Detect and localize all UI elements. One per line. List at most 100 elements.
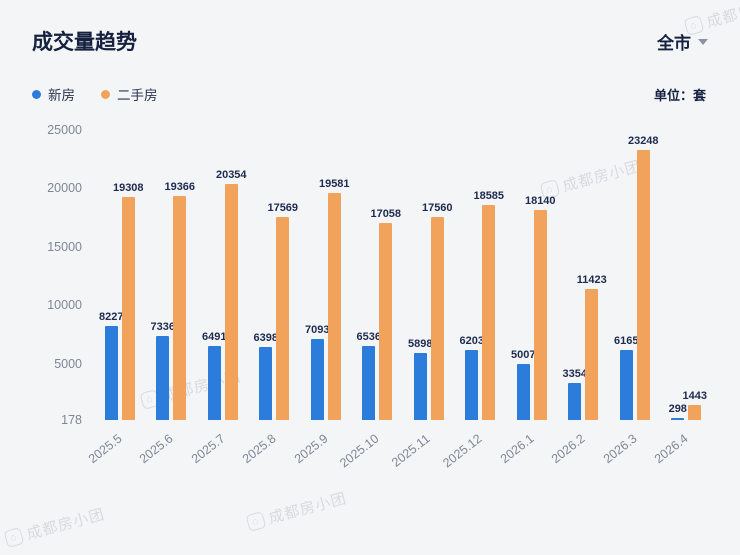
bar-value-label: 11423	[576, 273, 607, 286]
bar-value-label: 5898	[408, 338, 433, 351]
bar-value-label: 1443	[682, 390, 707, 403]
bar-value-label: 8227	[99, 310, 124, 323]
bar-resale-homes[interactable]: 17569	[267, 202, 298, 420]
bar-resale-homes[interactable]: 11423	[577, 274, 607, 420]
watermark: ⌂ 成都房小团	[245, 487, 349, 534]
bar-resale-homes[interactable]: 19308	[113, 182, 144, 420]
bar-new-homes[interactable]: 6165	[614, 335, 638, 420]
bar-new-homes[interactable]: 6491	[202, 331, 226, 420]
bar-new-homes[interactable]: 7336	[151, 321, 175, 420]
x-axis-tick: 2025.12	[440, 420, 507, 478]
chevron-down-icon	[698, 39, 708, 45]
legend-item-new-homes[interactable]: 新房	[32, 84, 75, 104]
watermark: ⌂ 成都房小团	[3, 503, 107, 550]
y-axis-label: 178	[61, 413, 82, 427]
y-axis-label: 10000	[47, 298, 82, 313]
x-axis-tick: 2025.10	[337, 420, 404, 478]
bar-new-homes[interactable]: 7093	[305, 324, 329, 420]
y-axis: 178 5000 10000 15000 20000 25000	[47, 123, 712, 427]
x-axis-tick: 2025.9	[291, 420, 352, 478]
bar-value-label: 5007	[511, 348, 536, 361]
bar-value-label: 7093	[305, 324, 330, 337]
bar-group: 6203 18585	[455, 130, 507, 420]
bar-group: 7093 19581	[300, 130, 352, 420]
page-title: 成交量趋势	[32, 31, 137, 54]
bar-new-homes[interactable]: 3354	[563, 368, 587, 420]
bar-value-label: 19308	[112, 181, 144, 194]
x-axis-tick: 2026.1	[497, 420, 558, 478]
x-axis-tick: 2025.7	[188, 420, 249, 478]
bar-value-label: 6536	[356, 330, 381, 343]
watermark-logo-icon: ⌂	[3, 527, 25, 548]
bar-new-homes[interactable]: 298	[669, 403, 687, 420]
x-axis-tick: 2026.3	[600, 420, 661, 478]
bar-value-label: 18140	[524, 195, 556, 208]
bar-value-label: 6491	[202, 331, 227, 344]
bar-resale-homes[interactable]: 23248	[628, 135, 659, 420]
bar-new-homes[interactable]: 6203	[460, 335, 484, 420]
bar-value-label: 17560	[421, 201, 453, 214]
y-axis-label: 5000	[54, 356, 82, 371]
bar-value-label: 19366	[164, 180, 196, 193]
watermark-text: 成都房小团	[267, 490, 349, 528]
legend-marker	[32, 89, 41, 99]
bar-value-label: 298	[668, 402, 687, 415]
watermark-logo-icon: ⌂	[245, 511, 267, 532]
bar-new-homes[interactable]: 6398	[254, 332, 278, 420]
plot-area: 178 5000 10000 15000 20000 25000 8227 19308 733…	[47, 123, 712, 427]
chart-header: 成交量趋势 全市	[0, 0, 740, 56]
bar-group: 298 1443	[661, 130, 713, 420]
legend-item-resale-homes[interactable]: 二手房	[101, 84, 158, 104]
legend-label: 新房	[48, 88, 75, 103]
bar-new-homes[interactable]: 5898	[408, 338, 432, 420]
bar-value-label: 7336	[150, 321, 175, 334]
bar-new-homes[interactable]: 6536	[357, 331, 381, 420]
bar-value-label: 18585	[473, 189, 505, 202]
bar-group: 7336 19366	[146, 130, 198, 420]
bar-group: 5007 18140	[506, 130, 558, 420]
bar-group: 6165 23248	[609, 130, 661, 420]
bar-resale-homes[interactable]: 1443	[683, 390, 707, 420]
x-axis-tick: 2025.8	[240, 420, 301, 478]
bar-resale-homes[interactable]: 19581	[319, 178, 350, 420]
watermark-text: 成都房小团	[25, 506, 107, 544]
bar-group: 6536 17058	[352, 130, 404, 420]
y-axis-label: 25000	[47, 123, 82, 137]
x-axis-label: 2025.5	[85, 431, 125, 467]
bar-new-homes[interactable]: 5007	[511, 349, 535, 420]
bar-value-label: 17058	[370, 207, 402, 220]
bar-group: 6398 17569	[249, 130, 301, 420]
x-axis-tick: 2025.11	[390, 420, 455, 478]
bar-resale-homes[interactable]: 20354	[216, 169, 247, 420]
y-axis-label: 20000	[47, 181, 82, 196]
bar-resale-homes[interactable]: 19366	[164, 181, 195, 420]
bar-resale-homes[interactable]: 17560	[422, 202, 453, 420]
bar-group: 6491 20354	[197, 130, 249, 420]
bar-resale-homes[interactable]: 18585	[473, 190, 504, 420]
bar-resale-homes[interactable]: 18140	[525, 195, 556, 420]
bar-group: 5898 17560	[403, 130, 455, 420]
bar-group: 3354 11423	[558, 130, 610, 420]
x-axis-tick: 2025.6	[137, 420, 198, 478]
y-axis-label: 15000	[47, 239, 82, 254]
city-scope-dropdown[interactable]: 全市	[657, 29, 708, 54]
bar-new-homes[interactable]: 8227	[99, 311, 123, 420]
bar-group: 8227 19308	[94, 130, 146, 420]
bar-value-label: 19581	[318, 178, 350, 191]
bar-value-label: 20354	[215, 169, 247, 182]
bar-value-label: 3354	[562, 367, 587, 380]
bar-groups: 8227 19308 7336 19366 6491 20354 6398 17569 7093…	[94, 130, 712, 420]
bar-resale-homes[interactable]: 17058	[370, 208, 401, 420]
x-axis-tick: 2026.4	[652, 420, 713, 478]
legend: 新房 二手房	[32, 84, 158, 104]
bar-value-label: 6165	[614, 335, 639, 348]
legend-marker	[101, 89, 110, 99]
bar-value-label: 6398	[253, 332, 278, 345]
city-scope-label: 全市	[657, 33, 691, 53]
bar-value-label: 23248	[627, 135, 659, 148]
x-axis-tick: 2026.2	[549, 420, 610, 478]
x-axis: 2025.5 2025.6 2025.7 2025.8 2025.9 2025.10 202…	[85, 420, 713, 478]
bar-value-label: 17569	[267, 201, 299, 214]
unit-label: 单位：套	[653, 87, 706, 103]
x-axis-tick: 2025.5	[85, 420, 146, 478]
